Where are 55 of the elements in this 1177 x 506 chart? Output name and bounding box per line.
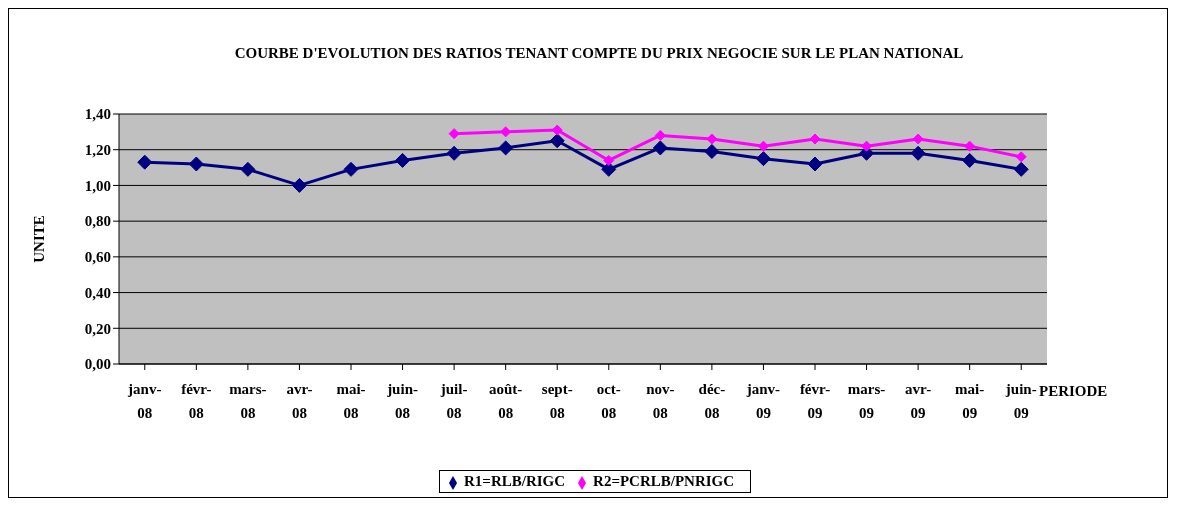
point bbox=[704, 144, 720, 159]
chart-title: COURBE D'EVOLUTION DES RATIOS TENANT COMPTE DU PRIX NEGOCIE SUR LE PLAN NATIONAL bbox=[233, 44, 965, 63]
x-tick-label: janv-09 bbox=[745, 381, 781, 421]
point bbox=[137, 154, 153, 170]
y-tick-label: 0,40 bbox=[84, 284, 111, 301]
x-tick-label: mars-08 bbox=[229, 381, 267, 421]
point bbox=[448, 128, 460, 140]
x-axis-title: PERIODE bbox=[1039, 383, 1108, 400]
point bbox=[910, 145, 926, 161]
x-tick-label: avr-08 bbox=[286, 381, 313, 421]
point bbox=[1013, 161, 1029, 177]
y-tick-label: 1,00 bbox=[84, 177, 111, 194]
x-tick-label: oct-08 bbox=[596, 381, 621, 421]
point bbox=[1015, 151, 1027, 163]
point bbox=[498, 140, 514, 156]
x-tick-label: avr-09 bbox=[905, 381, 932, 421]
y-axis-title: UNITE bbox=[31, 215, 48, 263]
y-tick-label: 1,20 bbox=[84, 142, 111, 159]
point bbox=[395, 152, 411, 168]
x-tick-label: juin-08 bbox=[386, 381, 418, 421]
x-tick-label: mai-08 bbox=[336, 381, 366, 421]
point bbox=[755, 151, 771, 167]
point bbox=[652, 140, 668, 156]
point bbox=[962, 152, 978, 168]
y-tick-label: 0,60 bbox=[84, 249, 111, 266]
x-tick-label: janv-08 bbox=[127, 381, 162, 421]
x-tick-label: août-08 bbox=[488, 381, 523, 421]
x-tick-label: nov-08 bbox=[646, 381, 675, 421]
point bbox=[240, 161, 256, 177]
y-tick-label: 0,00 bbox=[84, 356, 111, 373]
point bbox=[807, 156, 823, 172]
x-tick-label: mai-09 bbox=[955, 381, 985, 421]
x-tick-label: mars-09 bbox=[847, 381, 886, 421]
y-tick-label: 0,80 bbox=[84, 213, 111, 230]
x-tick-label: févr-09 bbox=[799, 381, 831, 421]
x-tick-label: févr-08 bbox=[181, 381, 212, 421]
point bbox=[291, 177, 307, 193]
y-tick-label: 1,40 bbox=[84, 106, 111, 123]
point bbox=[343, 161, 359, 177]
legend-label: R2=PCRLB/PNRIGC bbox=[593, 473, 735, 489]
x-tick-label: sept-08 bbox=[541, 381, 573, 421]
point bbox=[706, 133, 718, 145]
point bbox=[912, 133, 924, 145]
point bbox=[446, 145, 462, 161]
point bbox=[654, 129, 666, 141]
point bbox=[809, 133, 821, 145]
x-tick-label: déc-08 bbox=[698, 381, 726, 421]
legend-label: R1=RLB/RIGC bbox=[464, 473, 566, 489]
point bbox=[188, 156, 204, 172]
x-tick-label: juil-08 bbox=[439, 381, 468, 421]
point bbox=[964, 140, 976, 152]
point bbox=[549, 133, 565, 149]
point bbox=[603, 154, 615, 166]
y-tick-label: 0,20 bbox=[84, 320, 111, 337]
x-tick-label: juin-09 bbox=[1004, 381, 1037, 421]
